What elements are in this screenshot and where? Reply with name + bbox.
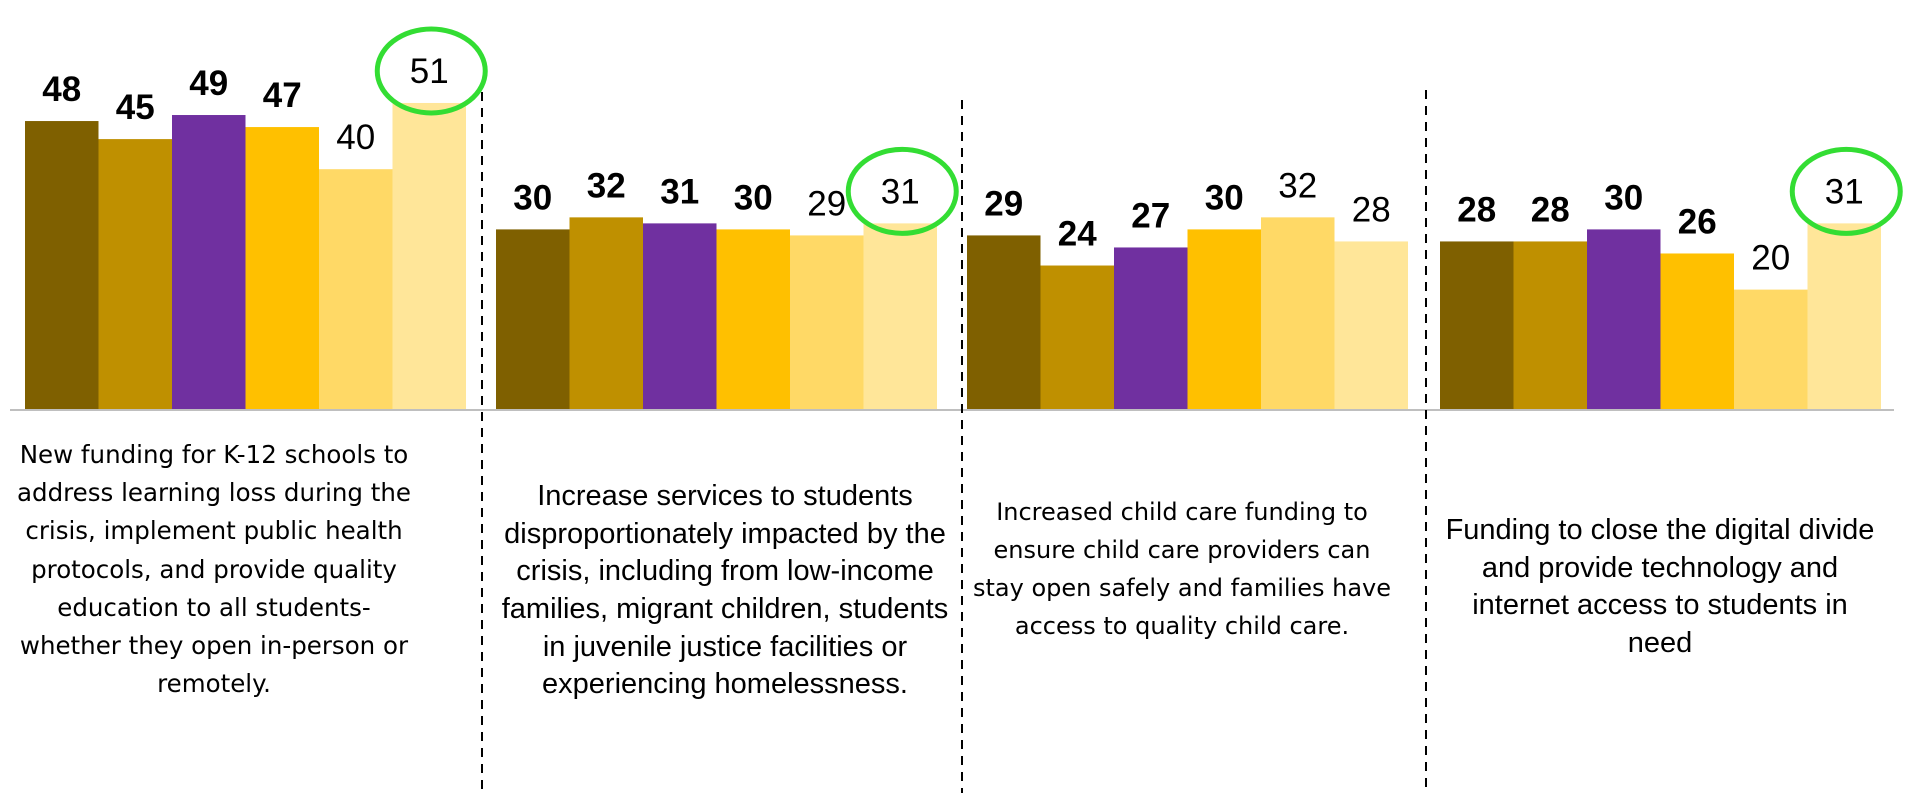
bar [716, 229, 790, 410]
bar [245, 127, 319, 410]
category-label-k12-funding: New funding for K-12 schools to address … [17, 440, 411, 699]
bar-value-label: 20 [1751, 239, 1790, 278]
bar [25, 121, 99, 410]
bar [1187, 229, 1261, 410]
category-label-digital-divide: Funding to close the digital divide and … [1445, 514, 1875, 660]
bar-value-label: 29 [807, 184, 846, 223]
bars-layer [25, 102, 1881, 411]
bar-value-label: 26 [1678, 202, 1717, 241]
bar [863, 223, 937, 410]
bar [319, 169, 393, 410]
bar [1261, 217, 1335, 410]
bar [1513, 241, 1587, 410]
bar [1807, 223, 1881, 410]
bar-value-label: 40 [336, 118, 375, 157]
category-label-child-care: Increased child care funding to ensure c… [972, 498, 1391, 640]
bar [172, 115, 246, 411]
bar [569, 217, 643, 410]
bar [1734, 289, 1808, 410]
bar [967, 235, 1041, 410]
bar-value-label: 31 [1825, 172, 1864, 211]
highlight-circle [374, 26, 488, 116]
bar [1114, 247, 1188, 410]
bar-value-label: 28 [1457, 190, 1496, 229]
bar [790, 235, 864, 410]
bar-value-label: 51 [410, 52, 449, 91]
bar [1587, 229, 1661, 410]
value-labels-layer: 48 45 49 47 40 51 30 32 31 30 29 31 29 24 27 30 32 28 28 28… [42, 52, 1863, 278]
bar [496, 229, 570, 410]
bar-value-label: 28 [1352, 190, 1391, 229]
bar [643, 223, 717, 410]
bar [1660, 253, 1734, 410]
bar-value-label: 49 [189, 64, 228, 103]
bar [1040, 265, 1114, 410]
bar [392, 102, 466, 410]
bar-value-label: 45 [116, 88, 155, 127]
highlight-circles-layer [374, 26, 1903, 236]
bar-value-label: 29 [984, 184, 1023, 223]
highlight-circle [1789, 146, 1903, 236]
bar-value-label: 31 [660, 172, 699, 211]
bar-value-label: 30 [1604, 178, 1643, 217]
bar-value-label: 48 [42, 70, 81, 109]
bar-value-label: 32 [1278, 166, 1317, 205]
bar [1334, 241, 1408, 410]
bar-value-label: 28 [1531, 190, 1570, 229]
bar-value-label: 27 [1131, 196, 1170, 235]
bar-value-label: 47 [263, 76, 302, 115]
bar [98, 139, 172, 410]
bar-value-label: 30 [734, 178, 773, 217]
category-label-student-services: Increase services to students disproport… [501, 480, 949, 701]
bar-value-label: 24 [1058, 215, 1097, 254]
bar-value-label: 32 [587, 166, 626, 205]
bar-value-label: 31 [881, 172, 920, 211]
highlight-circle [845, 146, 959, 236]
bar-value-label: 30 [513, 178, 552, 217]
bar-value-label: 30 [1205, 178, 1244, 217]
bar [1440, 241, 1514, 410]
